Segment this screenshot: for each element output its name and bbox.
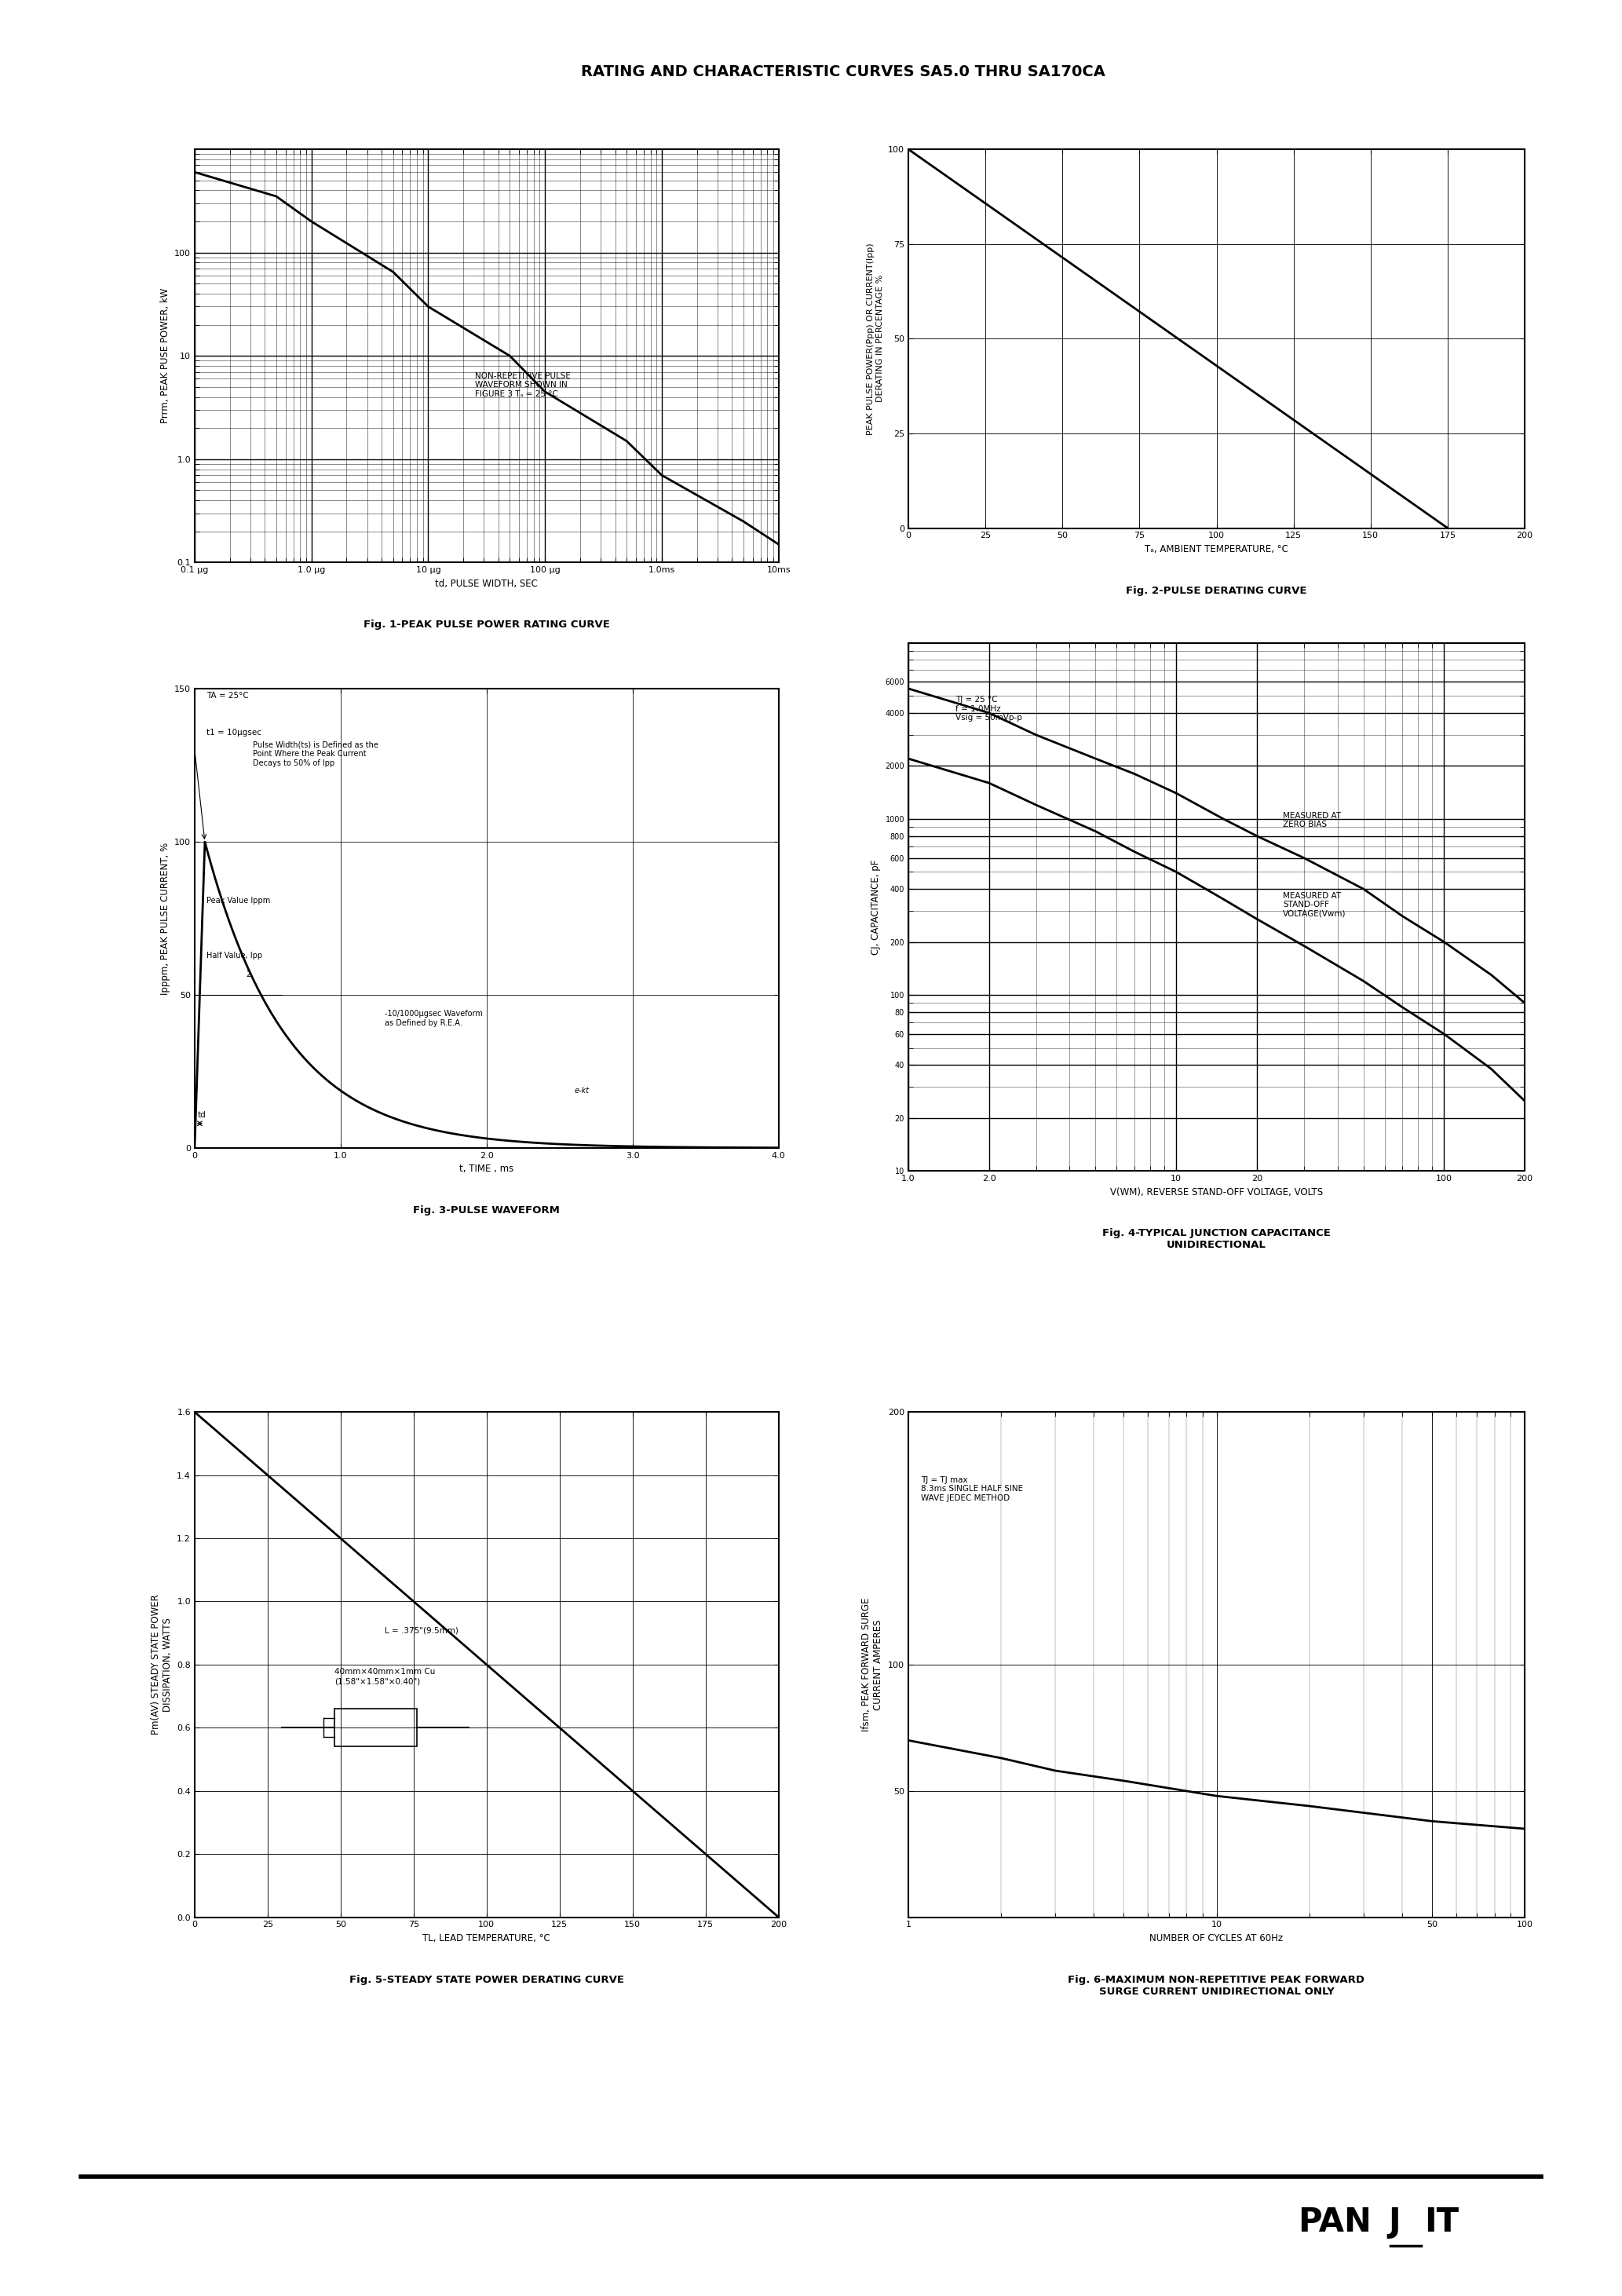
Y-axis label: PEAK PULSE POWER(Ppp) OR CURRENT(Ipp)
DERATING IN PERCENTAGE %: PEAK PULSE POWER(Ppp) OR CURRENT(Ipp) DE… <box>866 243 884 434</box>
Text: Fig. 2-PULSE DERATING CURVE: Fig. 2-PULSE DERATING CURVE <box>1126 585 1307 595</box>
Bar <box>334 1708 417 1747</box>
Text: td: td <box>198 1111 206 1118</box>
Text: Pulse Width(ts) is Defined as the
Point Where the Peak Current
Decays to 50% of : Pulse Width(ts) is Defined as the Point … <box>253 742 378 767</box>
Text: TJ = TJ max
8.3ms SINGLE HALF SINE
WAVE JEDEC METHOD: TJ = TJ max 8.3ms SINGLE HALF SINE WAVE … <box>921 1476 1023 1502</box>
Text: L = .375"(9.5mm): L = .375"(9.5mm) <box>384 1628 457 1635</box>
X-axis label: V(WM), REVERSE STAND-OFF VOLTAGE, VOLTS: V(WM), REVERSE STAND-OFF VOLTAGE, VOLTS <box>1109 1187 1324 1196</box>
Text: RATING AND CHARACTERISTIC CURVES SA5.0 THRU SA170CA: RATING AND CHARACTERISTIC CURVES SA5.0 T… <box>581 64 1106 78</box>
Y-axis label: Prrm, PEAK PUSE POWER, kW: Prrm, PEAK PUSE POWER, kW <box>161 289 170 422</box>
Y-axis label: Ipppm, PEAK PULSE CURRENT, %: Ipppm, PEAK PULSE CURRENT, % <box>161 843 170 994</box>
Text: IT: IT <box>1424 2206 1458 2239</box>
Text: Fig. 1-PEAK PULSE POWER RATING CURVE: Fig. 1-PEAK PULSE POWER RATING CURVE <box>363 620 610 629</box>
Text: MEASURED AT
STAND-OFF
VOLTAGE(Vwm): MEASURED AT STAND-OFF VOLTAGE(Vwm) <box>1283 891 1346 918</box>
X-axis label: Tₐ, AMBIENT TEMPERATURE, °C: Tₐ, AMBIENT TEMPERATURE, °C <box>1145 544 1288 553</box>
Text: MEASURED AT
ZERO BIAS: MEASURED AT ZERO BIAS <box>1283 810 1341 829</box>
Text: TA = 25°C: TA = 25°C <box>206 691 248 700</box>
Y-axis label: CJ, CAPACITANCE, pF: CJ, CAPACITANCE, pF <box>871 859 881 955</box>
X-axis label: t, TIME , ms: t, TIME , ms <box>459 1164 514 1173</box>
Text: Peak Value Ippm: Peak Value Ippm <box>206 898 271 905</box>
Text: -10/1000µgsec Waveform
as Defined by R.E.A.: -10/1000µgsec Waveform as Defined by R.E… <box>384 1010 482 1026</box>
Text: Fig. 5-STEADY STATE POWER DERATING CURVE: Fig. 5-STEADY STATE POWER DERATING CURVE <box>349 1975 624 1984</box>
Text: e-kt: e-kt <box>574 1086 589 1095</box>
Text: J: J <box>1388 2206 1401 2239</box>
Y-axis label: Pm(AV) STEADY STATE POWER
DISSIPATION, WATTS: Pm(AV) STEADY STATE POWER DISSIPATION, W… <box>151 1593 172 1736</box>
Text: Fig. 4-TYPICAL JUNCTION CAPACITANCE
UNIDIRECTIONAL: Fig. 4-TYPICAL JUNCTION CAPACITANCE UNID… <box>1103 1228 1330 1251</box>
Text: 40mm×40mm×1mm Cu
(1.58"×1.58"×0.40"): 40mm×40mm×1mm Cu (1.58"×1.58"×0.40") <box>334 1669 436 1685</box>
Y-axis label: Ifsm, PEAK FORWARD SURGE
CURRENT AMPERES: Ifsm, PEAK FORWARD SURGE CURRENT AMPERES <box>861 1598 884 1731</box>
Text: t1 = 10µgsec: t1 = 10µgsec <box>206 728 261 737</box>
X-axis label: td, PULSE WIDTH, SEC: td, PULSE WIDTH, SEC <box>435 579 539 588</box>
Text: NON-REPETITIVE PULSE
WAVEFORM SHOWN IN
FIGURE 3 Tₐ = 25 °C: NON-REPETITIVE PULSE WAVEFORM SHOWN IN F… <box>475 372 571 397</box>
Text: Fig. 3-PULSE WAVEFORM: Fig. 3-PULSE WAVEFORM <box>414 1205 560 1215</box>
Text: Fig. 6-MAXIMUM NON-REPETITIVE PEAK FORWARD
SURGE CURRENT UNIDIRECTIONAL ONLY: Fig. 6-MAXIMUM NON-REPETITIVE PEAK FORWA… <box>1069 1975 1364 1998</box>
Text: 2: 2 <box>247 971 251 978</box>
Text: TJ = 25 °C
f = 1.0MHz
Vsig = 50mVp-p: TJ = 25 °C f = 1.0MHz Vsig = 50mVp-p <box>955 696 1022 721</box>
X-axis label: NUMBER OF CYCLES AT 60Hz: NUMBER OF CYCLES AT 60Hz <box>1150 1933 1283 1942</box>
Text: PAN: PAN <box>1298 2206 1371 2239</box>
Text: Half Value, Ipp: Half Value, Ipp <box>206 953 263 960</box>
X-axis label: TL, LEAD TEMPERATURE, °C: TL, LEAD TEMPERATURE, °C <box>423 1933 550 1942</box>
